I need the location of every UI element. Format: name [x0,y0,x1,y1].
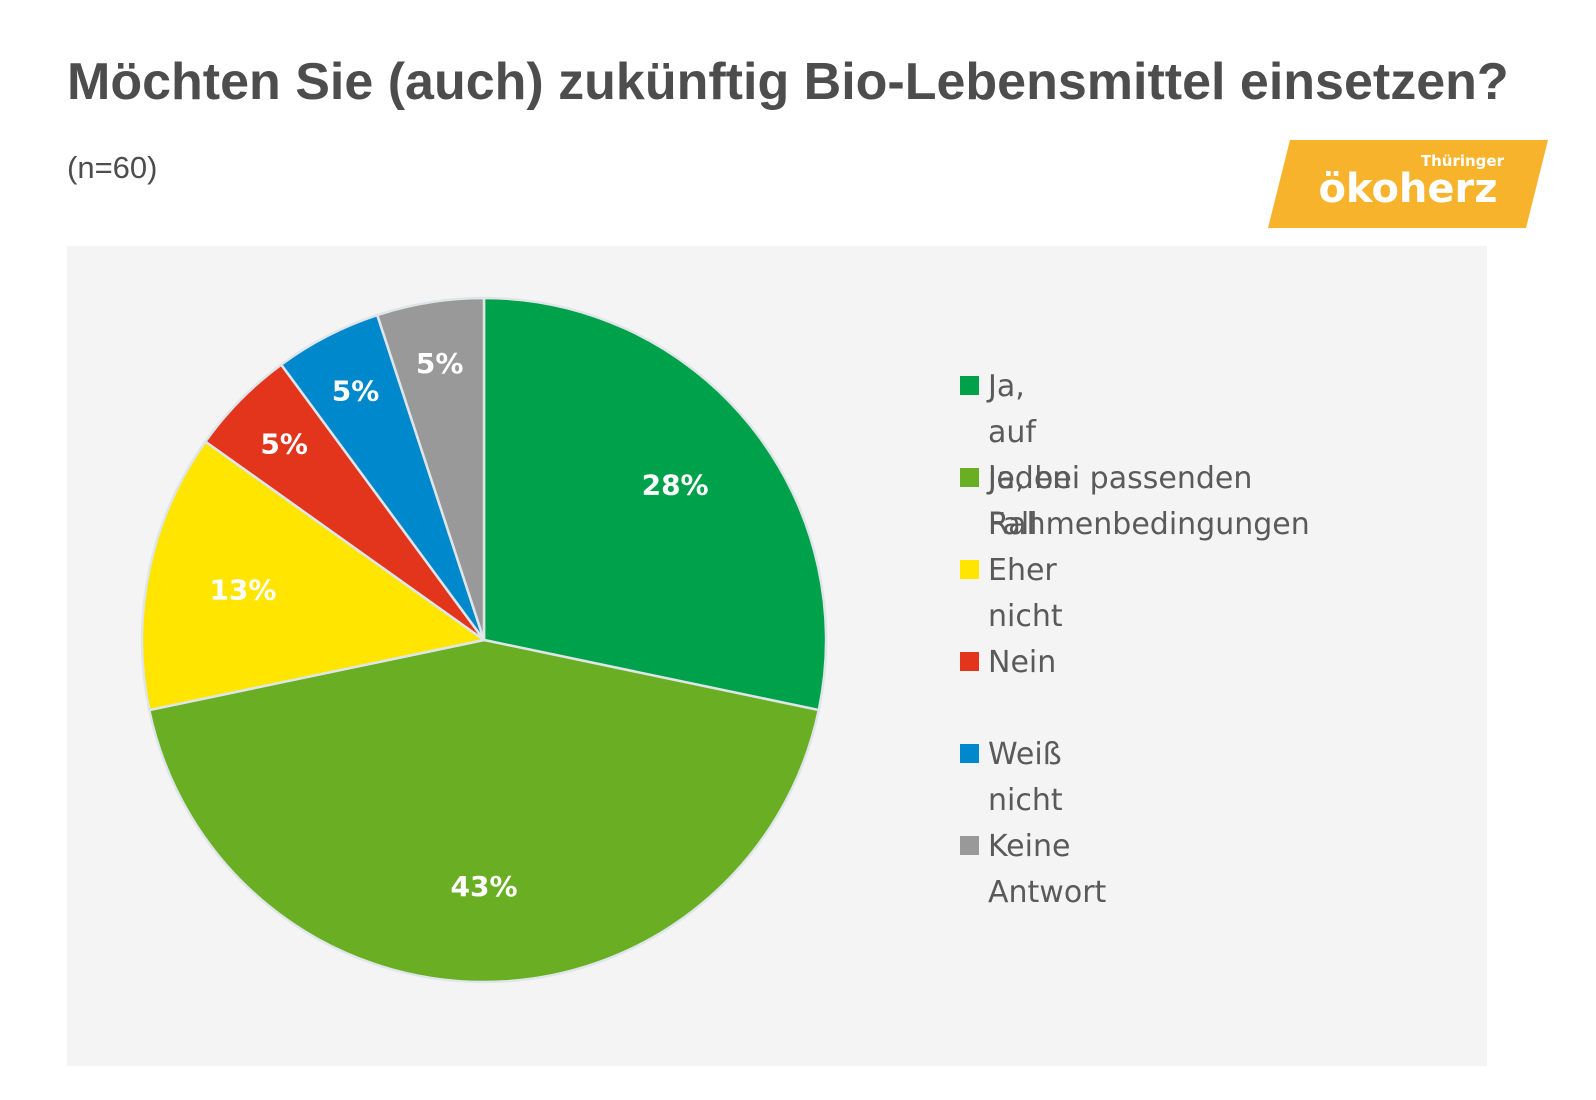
legend-item-0: Ja, auf jeden Fall [960,364,1071,548]
sample-size: (n=60) [67,150,158,185]
legend-item-4: Weiß nicht [960,732,1063,824]
oekoherz-logo: Thüringer ökoherz [1268,140,1548,228]
legend-label: Keine Antwort [988,829,1107,910]
pie-label-2: 13% [209,574,276,607]
legend-label: Nein [988,645,1057,680]
pie-label-5: 5% [416,347,464,380]
pie-label-0: 28% [642,469,709,502]
legend-swatch [960,468,979,487]
legend-item-3: Nein [960,640,1056,686]
pie-label-3: 5% [260,427,308,460]
legend-swatch [960,652,979,671]
legend-swatch [960,836,979,855]
legend-label: Eher nicht [988,553,1063,634]
legend-label: Ja, bei passenden Rahmenbedingungen [988,461,1310,542]
logo-main-text: ökoherz [1318,166,1497,212]
pie-slice-0 [482,296,828,712]
legend-label: Ja, auf jeden Fall [988,369,1072,542]
logo-small-text: Thüringer [1421,152,1505,170]
legend-swatch [960,744,979,763]
pie-label-4: 5% [332,375,380,408]
pie-slice-1 [147,638,821,984]
pie-slice-2 [140,439,488,712]
pie-label-1: 43% [450,870,517,903]
legend-item-5: Keine Antwort [960,824,1106,916]
legend-swatch [960,560,979,579]
chart-title: Möchten Sie (auch) zukünftig Bio-Lebensm… [67,53,1509,111]
legend-swatch [960,376,979,395]
legend-label: Weiß nicht [988,737,1063,818]
legend-item-1: Ja, bei passenden Rahmenbedingungen [960,456,1310,548]
pie-slice-5 [375,296,486,641]
legend-item-2: Eher nicht [960,548,1063,640]
